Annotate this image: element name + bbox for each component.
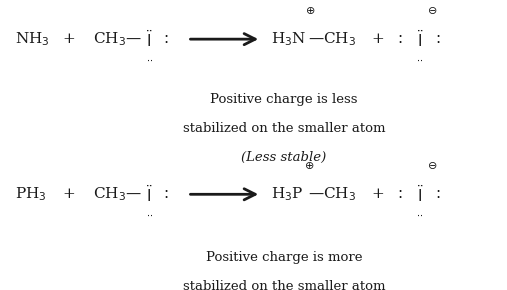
Text: $\ddot{\mathrm{I}}$: $\ddot{\mathrm{I}}$ [417, 184, 423, 205]
Text: $\cdot\!\cdot$: $\cdot\!\cdot$ [416, 210, 423, 220]
Text: NH$_3$: NH$_3$ [15, 30, 50, 48]
Text: $:$: $:$ [433, 187, 441, 201]
Text: +: + [62, 32, 75, 46]
Text: $\ominus$: $\ominus$ [427, 5, 438, 16]
Text: Positive charge is more: Positive charge is more [206, 251, 362, 264]
Text: stabilized on the smaller atom: stabilized on the smaller atom [183, 122, 385, 135]
Text: $\oplus$: $\oplus$ [304, 160, 314, 171]
Text: PH$_3$: PH$_3$ [15, 185, 47, 203]
Text: CH$_3$—: CH$_3$— [93, 185, 141, 203]
Text: (Less stable): (Less stable) [241, 151, 327, 164]
Text: $\cdot\!\cdot$: $\cdot\!\cdot$ [416, 55, 423, 64]
Text: +: + [371, 187, 384, 201]
Text: —CH$_3$: —CH$_3$ [308, 185, 356, 203]
Text: —CH$_3$: —CH$_3$ [308, 30, 356, 48]
Text: $\cdot\!\cdot$: $\cdot\!\cdot$ [146, 55, 153, 64]
Text: $\ddot{\mathrm{I}}$: $\ddot{\mathrm{I}}$ [147, 184, 153, 205]
Text: +: + [371, 32, 384, 46]
Text: $\oplus$: $\oplus$ [305, 5, 315, 16]
Text: +: + [62, 187, 75, 201]
Text: $:$: $:$ [433, 32, 441, 46]
Text: $:$: $:$ [395, 32, 404, 46]
Text: stabilized on the smaller atom: stabilized on the smaller atom [183, 280, 385, 290]
Text: H$_3$N: H$_3$N [271, 30, 307, 48]
Text: $:$: $:$ [395, 187, 404, 201]
Text: Positive charge is less: Positive charge is less [210, 93, 357, 106]
Text: $\ominus$: $\ominus$ [427, 160, 438, 171]
Text: H$_3$P: H$_3$P [271, 185, 304, 203]
Text: $:$: $:$ [161, 32, 169, 46]
Text: $:$: $:$ [161, 187, 169, 201]
Text: $\ddot{\mathrm{I}}$: $\ddot{\mathrm{I}}$ [147, 29, 153, 50]
Text: $\cdot\!\cdot$: $\cdot\!\cdot$ [146, 210, 153, 220]
Text: CH$_3$—: CH$_3$— [93, 30, 141, 48]
Text: $\ddot{\mathrm{I}}$: $\ddot{\mathrm{I}}$ [417, 29, 423, 50]
